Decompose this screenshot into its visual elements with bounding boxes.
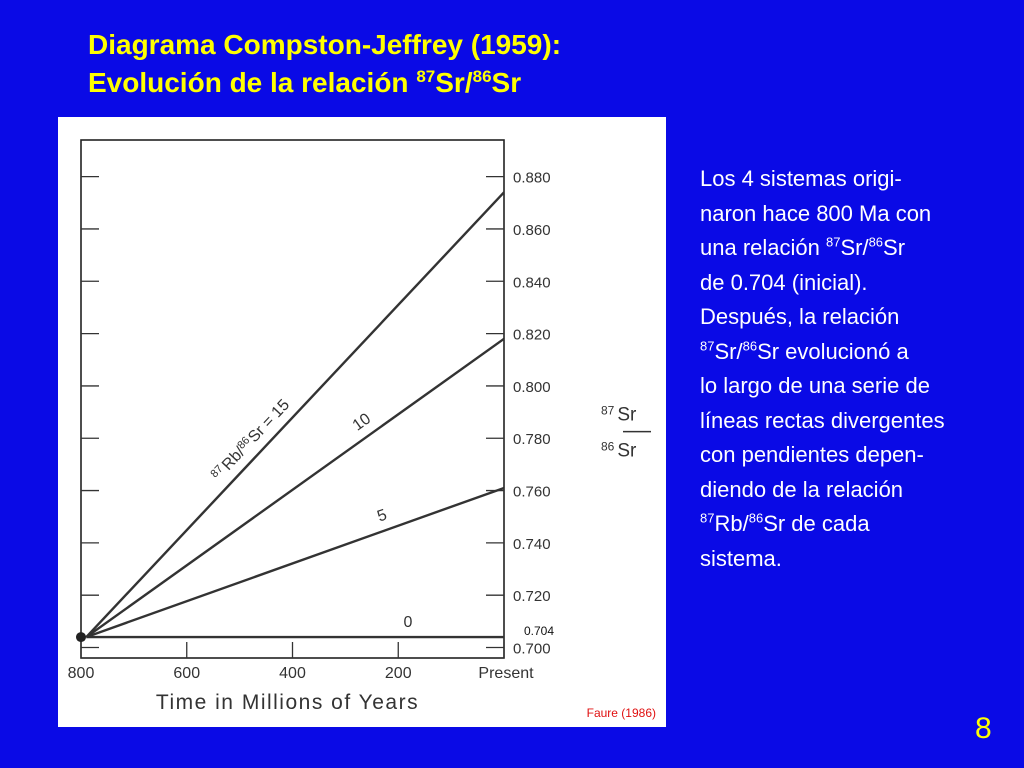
series-line-5	[85, 486, 505, 639]
series-line-15	[85, 191, 505, 638]
title-line-2: Evolución de la relación 87Sr/86Sr	[88, 64, 561, 102]
body-line-2: naron hace 800 Ma con	[700, 200, 932, 226]
body-slash-a: /	[862, 235, 869, 260]
y-tick-label: 0.760	[513, 484, 551, 501]
plot-frame	[80, 139, 505, 659]
body-line-7: lo largo de una serie de	[700, 373, 930, 398]
y-axis-label-top: 87 Sr	[601, 404, 637, 426]
body-line-9: con pendientes depen-	[700, 442, 924, 467]
series-label-10: 10	[350, 410, 374, 434]
chart-svg: 0.700 0.720 0.740 0.760 0.780 0.800 0.820 0.840…	[68, 139, 656, 720]
title-slash: /	[464, 67, 473, 98]
citation-label: Faure (1986)	[587, 706, 656, 720]
series-label-text-0: 0	[403, 614, 412, 631]
y-tick-label: 0.860	[513, 222, 551, 239]
body-rb: Rb	[714, 511, 743, 536]
y-tick-label: 0.740	[513, 536, 551, 553]
x-tick-label: 200	[385, 665, 412, 682]
y-tick-label: 0.800	[513, 379, 551, 396]
y-axis-label-bottom: 86 Sr	[601, 440, 637, 462]
initial-ratio-label: 0.704	[524, 624, 554, 638]
y-tick-label: 0.880	[513, 170, 551, 187]
body-sup-87c: 87	[700, 510, 715, 526]
body-sr-a: Sr	[840, 235, 863, 260]
series-line-10	[85, 337, 505, 639]
body-sup-86a: 86	[868, 234, 884, 250]
body-sr-e: Sr	[763, 511, 786, 536]
series-label-text-10: 10	[350, 410, 374, 434]
body-line-4: de 0.704 (inicial).	[700, 269, 868, 295]
initial-point	[76, 632, 86, 643]
body-sup-87a: 87	[825, 234, 841, 250]
explanation-text: Los 4 sistemas origi- naron hace 800 Ma …	[700, 162, 1020, 576]
body-line-11-text: de cada	[785, 511, 870, 536]
body-sup-86c: 86	[748, 510, 764, 526]
title-line-1: Diagrama Compston-Jeffrey (1959):	[88, 29, 562, 60]
y-tick-label: 0.720	[513, 588, 551, 605]
series-label-5: 5	[375, 507, 389, 526]
series-label-text-5: 5	[375, 507, 389, 526]
y-tick-label: 0.700	[513, 641, 551, 658]
body-line-10: diendo de la relación	[700, 476, 904, 502]
y-tick-label: 0.840	[513, 274, 551, 291]
x-tick-label: 400	[279, 665, 306, 682]
body-sr-b: Sr	[883, 235, 906, 260]
title-sup-86: 86	[472, 66, 492, 86]
body-line-6-text: evolucionó a	[779, 338, 909, 364]
page-number: 8	[975, 712, 992, 745]
series-label-text-15: 87Rb/86Sr = 15	[208, 396, 293, 485]
body-line-11: 87Rb/86Sr de cada	[700, 507, 1020, 542]
x-tick-label: Present	[478, 665, 534, 682]
body-line-8: líneas rectas divergentes	[700, 407, 945, 433]
title-sr-2: Sr	[491, 67, 522, 98]
y-tick-label: 0.820	[513, 327, 551, 344]
slide-title: Diagrama Compston-Jeffrey (1959): Evoluc…	[88, 26, 561, 102]
x-tick-label: 600	[173, 665, 200, 682]
series-label-0: 0	[403, 614, 412, 631]
body-line-3-text: una relación	[700, 235, 826, 260]
body-sup-87b: 87	[700, 338, 715, 354]
body-line-12: sistema.	[700, 545, 782, 571]
series-label-15: 87Rb/86Sr = 15	[208, 396, 293, 485]
title-sr-1: Sr	[435, 67, 465, 98]
title-sup-87: 87	[416, 66, 436, 86]
x-axis-label: Time in Millions of Years	[156, 691, 419, 714]
body-line-1: Los 4 sistemas origi-	[700, 166, 902, 191]
body-sr-c: Sr	[714, 338, 737, 364]
y-tick-label: 0.780	[513, 431, 551, 448]
chart-figure: 0.700 0.720 0.740 0.760 0.780 0.800 0.820 0.840…	[58, 117, 666, 727]
title-line-2-text: Evolución de la relación	[88, 67, 417, 98]
body-line-6: 87Sr/86Sr evolucionó a	[700, 335, 1020, 370]
body-sup-86b: 86	[742, 338, 758, 354]
body-slash-c: /	[742, 511, 749, 536]
body-line-5: Después, la relación	[700, 304, 900, 329]
body-slash-b: /	[736, 338, 743, 364]
body-sr-d: Sr	[757, 338, 780, 364]
body-line-3: una relación 87Sr/86Sr	[700, 231, 1020, 266]
x-tick-label: 800	[68, 665, 95, 682]
